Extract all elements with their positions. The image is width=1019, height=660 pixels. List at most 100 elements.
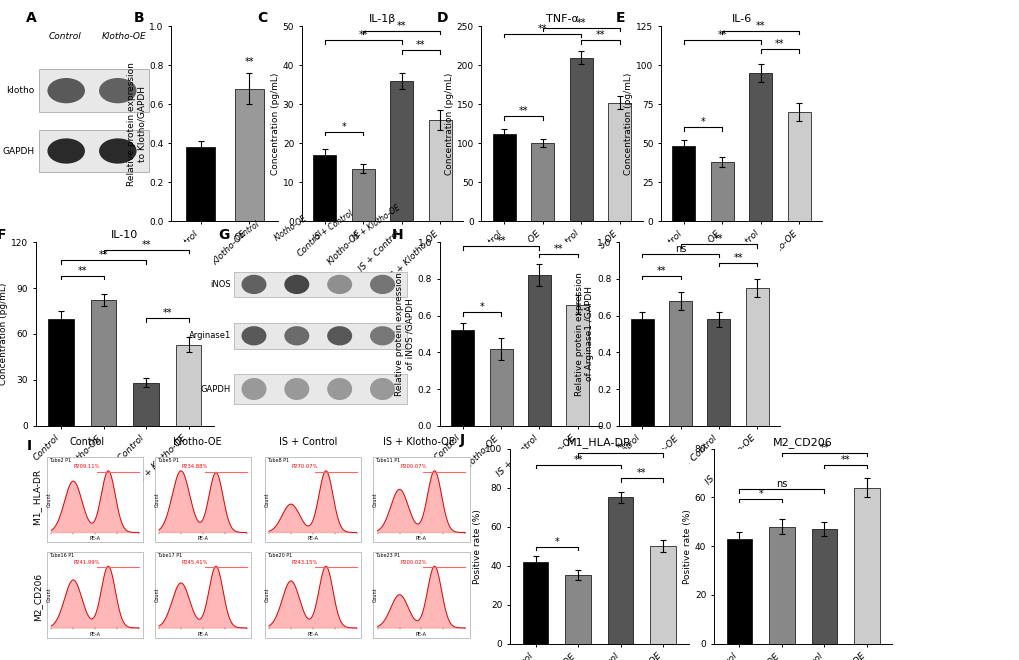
Ellipse shape [327,378,352,400]
Polygon shape [51,471,139,533]
Text: Tube16 P1: Tube16 P1 [49,553,74,558]
Text: Control: Control [49,32,82,41]
Text: Klotho-OE: Klotho-OE [272,213,309,242]
Ellipse shape [48,139,85,164]
Text: **: ** [656,265,665,276]
Ellipse shape [370,378,394,400]
Text: Control: Control [69,437,105,447]
Text: M2_CD206: M2_CD206 [34,573,43,621]
Text: **: ** [595,30,604,40]
Y-axis label: Concentration (pg/mL): Concentration (pg/mL) [444,73,453,175]
Bar [570,57,592,221]
Text: Count: Count [264,492,269,507]
Y-axis label: Relative protein expression
of iNOS /GAPDH: Relative protein expression of iNOS /GAP… [395,272,415,396]
Text: IS + Control: IS + Control [312,209,355,242]
Text: D: D [436,11,447,25]
Bar [528,275,550,426]
Bar [607,498,633,644]
Text: **: ** [774,40,784,50]
Text: **: ** [416,40,425,50]
Text: **: ** [576,18,585,28]
Text: I: I [26,439,32,453]
Polygon shape [377,566,465,628]
Text: B: B [133,11,145,25]
Bar [531,143,553,221]
Y-axis label: Relative protein expression
to Klotho/GAPDH: Relative protein expression to Klotho/GA… [127,62,147,185]
Text: IS + Control: IS + Control [279,437,337,447]
Text: J: J [460,433,465,447]
Text: H: H [391,228,403,242]
Ellipse shape [242,275,266,294]
Text: Count: Count [154,587,159,602]
Ellipse shape [327,275,352,294]
Ellipse shape [242,378,266,400]
Text: PE-A: PE-A [90,632,101,637]
Text: P270.07%: P270.07% [291,465,318,469]
Text: *: * [479,302,484,312]
Ellipse shape [284,275,309,294]
Ellipse shape [284,326,309,345]
Bar [811,529,837,644]
Text: P234.88%: P234.88% [181,465,208,469]
Text: **: ** [245,57,254,67]
Text: Count: Count [373,492,378,507]
Text: **: ** [713,234,722,244]
Text: Count: Count [264,587,269,602]
Polygon shape [51,566,139,628]
Bar [749,73,771,221]
Bar [523,562,548,644]
Text: **: ** [99,250,108,260]
Text: GAPDH: GAPDH [2,147,35,156]
Bar [49,319,74,426]
Text: ns: ns [675,244,686,253]
Text: Count: Count [373,587,378,602]
Bar [707,319,730,426]
Ellipse shape [99,139,137,164]
FancyBboxPatch shape [47,457,144,543]
Text: *: * [554,537,558,546]
Bar [607,103,631,221]
Text: PE-A: PE-A [198,632,208,637]
Ellipse shape [99,78,137,104]
Text: PE-A: PE-A [416,632,427,637]
Text: C: C [257,11,267,25]
Text: **: ** [819,443,828,453]
Text: **: ** [142,240,151,249]
Title: IL-10: IL-10 [111,230,139,240]
FancyBboxPatch shape [234,271,408,297]
Text: **: ** [553,244,562,253]
Bar [390,81,413,221]
Text: Count: Count [47,587,52,602]
Y-axis label: Positive rate (%): Positive rate (%) [473,509,482,583]
Text: **: ** [573,455,582,465]
FancyBboxPatch shape [155,457,251,543]
FancyBboxPatch shape [264,552,361,638]
Ellipse shape [284,378,309,400]
Y-axis label: Concentration (pg/mL): Concentration (pg/mL) [0,282,8,385]
Bar [428,120,451,221]
Text: PE-A: PE-A [90,537,101,541]
Y-axis label: Concentration (pg/mL): Concentration (pg/mL) [271,73,280,175]
Bar [672,147,695,221]
Text: Tube11 P1: Tube11 P1 [375,457,400,463]
Bar [313,155,336,221]
Text: P243.15%: P243.15% [291,560,318,565]
Polygon shape [159,566,247,628]
Polygon shape [159,471,247,533]
Text: **: ** [637,469,646,478]
Title: TNF-α: TNF-α [545,15,578,24]
Text: PE-A: PE-A [307,537,318,541]
FancyBboxPatch shape [234,374,408,404]
Ellipse shape [370,326,394,345]
Y-axis label: Positive rate (%): Positive rate (%) [683,509,692,583]
Text: Count: Count [47,492,52,507]
Text: **: ** [615,443,625,453]
Text: E: E [615,11,625,25]
FancyBboxPatch shape [39,69,150,112]
Text: *: * [700,117,705,127]
Text: Tube8 P1: Tube8 P1 [267,457,288,463]
Text: **: ** [733,253,742,263]
Ellipse shape [327,326,352,345]
Ellipse shape [242,326,266,345]
Text: P200.02%: P200.02% [399,560,426,565]
